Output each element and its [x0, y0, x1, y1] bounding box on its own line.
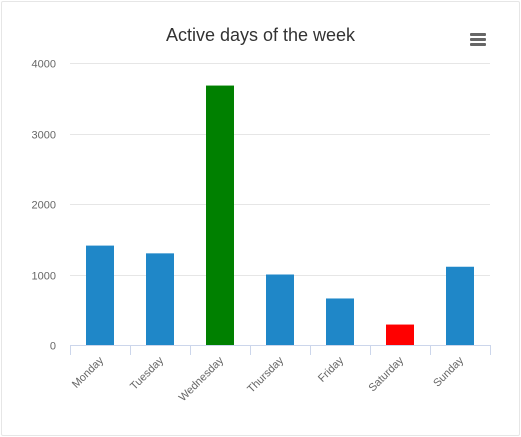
hamburger-menu-icon-bar	[470, 43, 486, 46]
x-tick-label: Sunday	[431, 354, 466, 389]
y-tick-label: 3000	[32, 130, 56, 142]
bar-sunday[interactable]	[446, 266, 474, 345]
bar-tuesday[interactable]	[146, 253, 174, 345]
chart-menu-button[interactable]	[466, 30, 490, 50]
y-tick-label: 0	[50, 341, 56, 353]
x-tick-label: Thursday	[245, 354, 286, 395]
y-tick-label: 2000	[32, 200, 56, 212]
bar-friday[interactable]	[326, 298, 354, 345]
x-tick-label: Friday	[316, 354, 346, 384]
x-tick-label: Wednesday	[177, 354, 227, 404]
x-tick-label: Tuesday	[128, 354, 166, 392]
x-tick-label: Saturday	[367, 354, 407, 394]
bar-thursday[interactable]	[266, 274, 294, 346]
hamburger-menu-icon-bar	[470, 38, 486, 41]
bar-monday[interactable]	[86, 245, 114, 345]
hamburger-menu-icon	[470, 33, 486, 36]
bar-wednesday[interactable]	[206, 85, 234, 345]
chart-title: Active days of the week	[165, 25, 356, 45]
y-tick-label: 1000	[32, 271, 56, 283]
bar-saturday[interactable]	[386, 324, 414, 345]
y-tick-label: 4000	[32, 59, 56, 71]
x-tick-label: Monday	[70, 354, 107, 391]
